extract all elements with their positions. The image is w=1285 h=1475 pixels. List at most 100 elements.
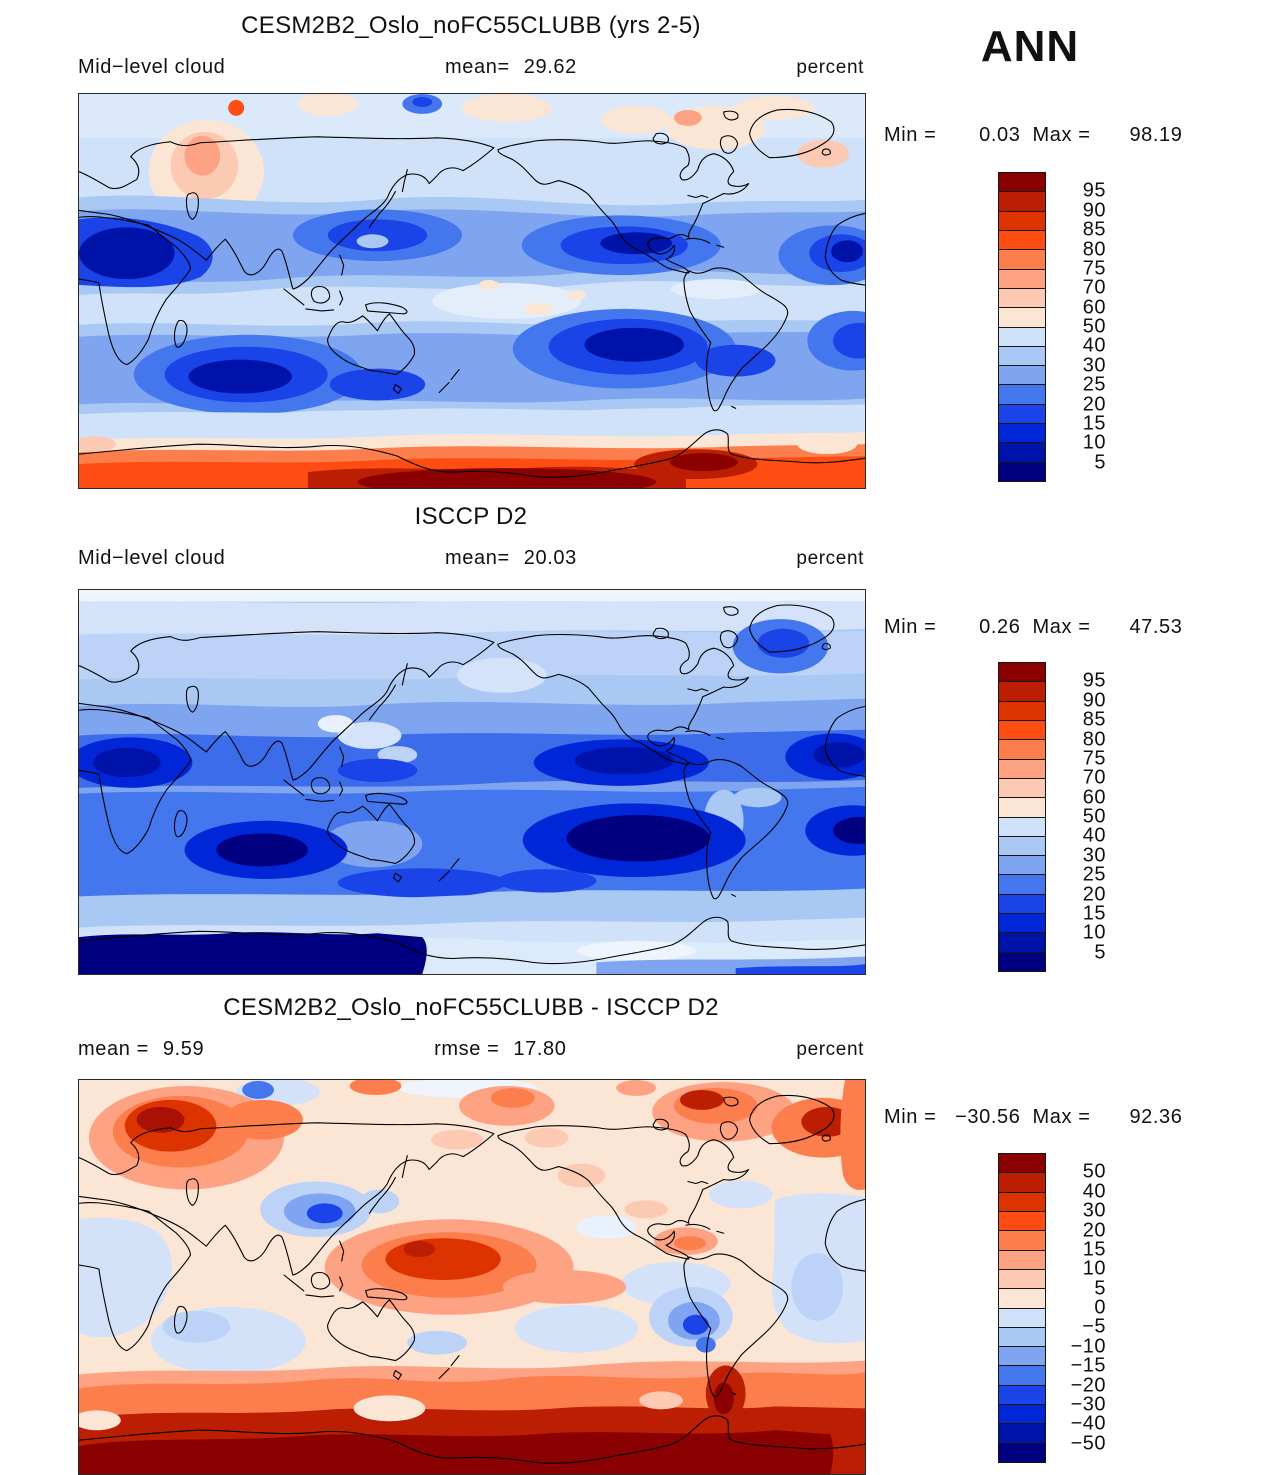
colorbar-level-label: −10 [1070, 1335, 1106, 1358]
season-label: ANN [980, 22, 1080, 71]
colorbar-level-label: −15 [1070, 1354, 1106, 1377]
colorbar-level-label: 50 [1082, 315, 1106, 338]
panel2-mean-label: mean= [445, 547, 510, 569]
colorbar-labels: 95 90 85 80 75 70 60 50 40 30 25 20 15 10 5 [1054, 662, 1106, 972]
colorbar-level-label: 30 [1082, 1199, 1106, 1222]
colorbar-segment [999, 875, 1045, 895]
panel3-max-label: Max = [1032, 1106, 1091, 1128]
colorbar-model: 95 90 85 80 75 70 60 50 40 30 25 20 15 10 5 [998, 172, 1106, 482]
colorbar-segment [999, 1385, 1045, 1406]
panel1-title: CESM2B2_Oslo_noFC55CLUBB (yrs 2-5) [241, 12, 701, 39]
colorbar-labels: 50 40 30 20 15 10 5 0 −5 −10 −15 −20 −30 −40 −50 [1054, 1153, 1106, 1463]
colorbar-level-label: 30 [1082, 844, 1106, 867]
colorbar-level-label: 10 [1082, 1257, 1106, 1280]
colorbar-segment [999, 933, 1045, 953]
colorbar-segment [999, 346, 1045, 367]
panel3-title: CESM2B2_Oslo_noFC55CLUBB - ISCCP D2 [223, 994, 719, 1021]
panel3-header-row: mean = 9.59 rmse = 17.80 percent [78, 1038, 864, 1061]
colorbar-segment [999, 894, 1045, 915]
colorbar-segment [999, 192, 1045, 212]
colorbar-segment [999, 1424, 1045, 1444]
colorbar-level-label: 10 [1082, 431, 1106, 454]
colorbar-level-label: 15 [1082, 902, 1106, 925]
colorbar-level-label: 75 [1082, 257, 1106, 280]
panel1-mean-value: 29.62 [523, 56, 577, 78]
colorbar-segment [999, 1192, 1045, 1212]
colorbar-level-label: 70 [1082, 766, 1106, 789]
colorbar-level-label: 80 [1082, 238, 1106, 260]
colorbar-segment [999, 250, 1045, 270]
panel2-variable-label: Mid−level cloud [78, 547, 226, 569]
colorbar-level-label: −40 [1070, 1412, 1106, 1435]
panel3-minmax-row: Min = −30.56 Max = 92.36 [884, 1106, 1216, 1129]
colorbar-level-label: −5 [1082, 1315, 1106, 1338]
colorbar-segment [999, 682, 1045, 702]
colorbar-segments [998, 172, 1046, 482]
colorbar-level-label: 25 [1082, 373, 1106, 396]
colorbar-level-label: 0 [1094, 1296, 1106, 1319]
colorbar-level-label: 40 [1082, 1180, 1106, 1203]
colorbar-level-label: 15 [1082, 1238, 1106, 1261]
map-obs-midlevel-cloud [78, 589, 866, 975]
colorbar-segment [999, 1443, 1045, 1462]
colorbar-level-label: 60 [1082, 296, 1106, 319]
colorbar-level-label: 50 [1082, 1160, 1106, 1183]
colorbar-level-label: 20 [1082, 1219, 1106, 1241]
colorbar-segment [999, 404, 1045, 425]
panel3-min-value: −30.56 [955, 1106, 1021, 1128]
colorbar-labels: 95 90 85 80 75 70 60 50 40 30 25 20 15 10 5 [1054, 172, 1106, 482]
colorbar-segment [999, 173, 1045, 193]
colorbar-level-label: 95 [1082, 669, 1106, 692]
colorbar-segment [999, 701, 1045, 721]
panel1-minmax-row: Min = 0.03 Max = 98.19 [884, 124, 1216, 147]
colorbar-level-label: −30 [1070, 1393, 1106, 1416]
colorbar-segment [999, 914, 1045, 934]
panel1-variable-label: Mid−level cloud [78, 56, 226, 78]
panel3-units-label: percent [796, 1039, 864, 1060]
colorbar-segment [999, 740, 1045, 760]
panel1-max-value: 98.19 [1129, 124, 1183, 146]
panel2-max-label: Max = [1032, 616, 1091, 638]
colorbar-segment [999, 759, 1045, 779]
panel2-minmax-row: Min = 0.26 Max = 47.53 [884, 616, 1216, 639]
map-diff-midlevel-cloud [78, 1079, 866, 1475]
colorbar-segment [999, 1327, 1045, 1348]
colorbar-segment [999, 817, 1045, 837]
colorbar-segment [999, 1289, 1045, 1309]
panel2-max-value: 47.53 [1129, 616, 1183, 638]
colorbar-segment [999, 1211, 1045, 1232]
colorbar-segment [999, 230, 1045, 251]
colorbar-segment [999, 663, 1045, 683]
colorbar-obs: 95 90 85 80 75 70 60 50 40 30 25 20 15 10 5 [998, 662, 1106, 972]
colorbar-segment [999, 798, 1045, 818]
panel1-header-row: Mid−level cloud mean= 29.62 percent [78, 56, 864, 79]
colorbar-level-label: 90 [1082, 199, 1106, 222]
colorbar-level-label: 90 [1082, 689, 1106, 712]
colorbar-level-label: 10 [1082, 921, 1106, 944]
colorbar-level-label: 70 [1082, 276, 1106, 299]
colorbar-segment [999, 288, 1045, 309]
colorbar-segment [999, 952, 1045, 971]
colorbar-segment [999, 211, 1045, 231]
colorbar-level-label: 40 [1082, 334, 1106, 357]
panel1-min-label: Min = [884, 124, 937, 146]
colorbar-segment [999, 778, 1045, 799]
colorbar-level-label: 75 [1082, 747, 1106, 770]
colorbar-segment [999, 720, 1045, 741]
colorbar-segment [999, 1154, 1045, 1174]
panel2-min-value: 0.26 [979, 616, 1021, 638]
colorbar-level-label: 85 [1082, 708, 1106, 731]
colorbar-level-label: 20 [1082, 883, 1106, 905]
colorbar-level-label: 50 [1082, 805, 1106, 828]
panel1-mean: mean= 29.62 [225, 56, 796, 79]
panel2-mean: mean= 20.03 [225, 547, 796, 570]
panel3-rmse: rmse = 17.80 [204, 1038, 796, 1061]
panel2-mean-value: 20.03 [523, 547, 577, 569]
colorbar-level-label: 85 [1082, 218, 1106, 241]
colorbar-level-label: 95 [1082, 179, 1106, 202]
colorbar-segment [999, 443, 1045, 463]
colorbar-level-label: 25 [1082, 863, 1106, 886]
colorbar-level-label: −20 [1070, 1374, 1106, 1396]
panel2-header-row: Mid−level cloud mean= 20.03 percent [78, 547, 864, 570]
